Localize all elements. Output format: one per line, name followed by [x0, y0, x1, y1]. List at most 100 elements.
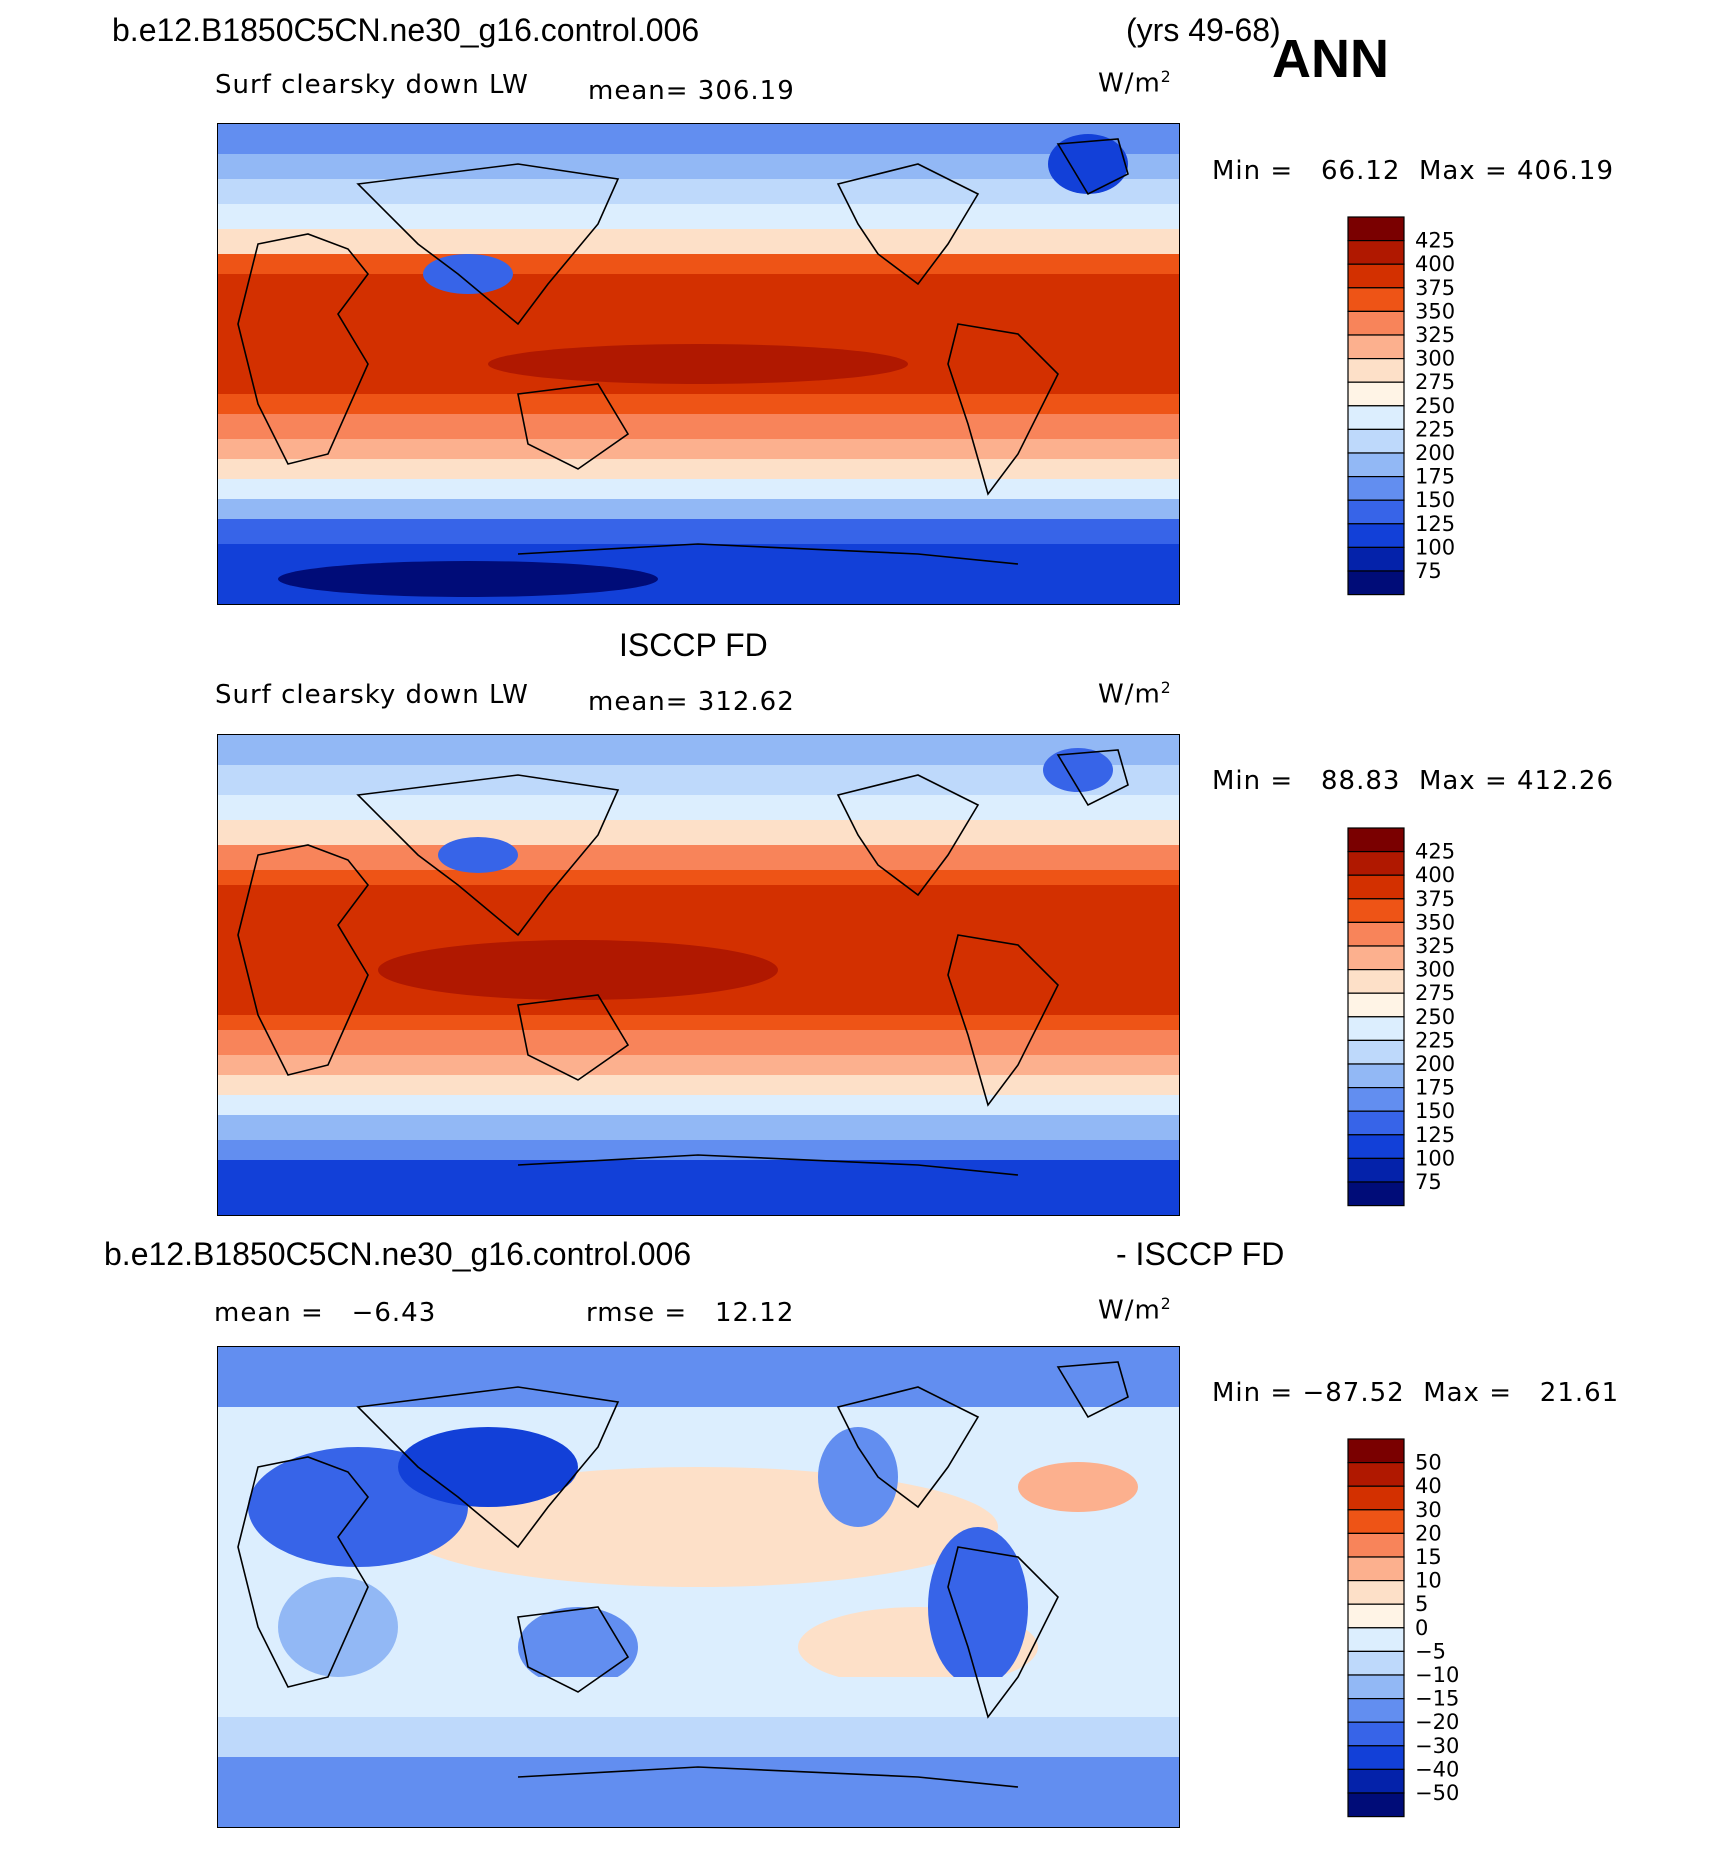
panel1-colorbar-label: 100 — [1415, 535, 1455, 559]
panel3-mean: mean = −6.43 — [214, 1298, 437, 1328]
panel3-colorbar-swatch — [1347, 1792, 1405, 1818]
panel1-colorbar-label: 250 — [1415, 394, 1455, 418]
panel1-colorbar-swatch — [1347, 240, 1405, 265]
panel1-colorbar-swatch — [1347, 523, 1405, 548]
panel3-colorbar-label: 15 — [1415, 1545, 1442, 1569]
panel2-colorbar-label: 325 — [1415, 934, 1455, 958]
panel1-variable-label: Surf clearsky down LW — [215, 70, 529, 100]
season-label: ANN — [1272, 29, 1389, 89]
panel2-units: W/m2 — [1098, 679, 1172, 710]
panel1-colorbar-label: 400 — [1415, 252, 1455, 276]
panel1-minmax: Min = 66.12 Max = 406.19 — [1212, 156, 1614, 186]
panel1-colorbar-label: 325 — [1415, 323, 1455, 347]
panel1-colorbar-swatch — [1347, 381, 1405, 407]
panel3-map-svg — [218, 1347, 1179, 1827]
panel1-colorbar-label: 375 — [1415, 276, 1455, 300]
panel1-colorbar-label: 150 — [1415, 488, 1455, 512]
years-header: (yrs 49-68) — [1126, 12, 1281, 48]
panel2-colorbar-label: 150 — [1415, 1099, 1455, 1123]
panel2-colorbar-label: 425 — [1415, 840, 1455, 864]
panel2-colorbar-swatch — [1347, 827, 1405, 853]
panel3-colorbar-swatch — [1347, 1745, 1405, 1770]
panel2-colorbar-label: 125 — [1415, 1123, 1455, 1147]
panel3-map — [217, 1346, 1180, 1828]
panel3-colorbar-swatch — [1347, 1532, 1405, 1558]
panel3-colorbar-label: −50 — [1415, 1781, 1459, 1805]
panel3-colorbar-label: 30 — [1415, 1498, 1442, 1522]
panel2-colorbar-swatch — [1347, 1039, 1405, 1065]
panel1-colorbar-swatch — [1347, 428, 1405, 454]
panel1-colorbar-swatch — [1347, 570, 1405, 596]
panel1-units: W/m2 — [1098, 68, 1172, 99]
panel3-title-left: b.e12.B1850C5CN.ne30_g16.control.006 — [104, 1236, 692, 1272]
panel2-colorbar: 425 400 375 350 325 300 275 250 225 200 175 150 125 1… — [1347, 827, 1487, 1214]
panel3-colorbar-label: 10 — [1415, 1569, 1442, 1593]
panel2-mean: mean= 312.62 — [588, 687, 795, 717]
panel1-colorbar-swatch — [1347, 216, 1405, 242]
panel1-colorbar-swatch — [1347, 499, 1405, 525]
panel3-colorbar-swatch — [1347, 1603, 1405, 1629]
panel2-colorbar-swatch — [1347, 921, 1405, 947]
panel3-colorbar-swatch — [1347, 1721, 1405, 1747]
panel2-colorbar-swatch — [1347, 1063, 1405, 1089]
panel1-colorbar-swatch — [1347, 358, 1405, 383]
panel1-colorbar-label: 275 — [1415, 370, 1455, 394]
panel3-colorbar-label: 40 — [1415, 1474, 1442, 1498]
panel1-colorbar-swatch — [1347, 334, 1405, 360]
panel2-colorbar-swatch — [1347, 1087, 1405, 1112]
panel2-colorbar-label: 175 — [1415, 1076, 1455, 1100]
panel1-mean: mean= 306.19 — [588, 76, 795, 106]
panel1-colorbar-swatch — [1347, 476, 1405, 501]
panel3-units: W/m2 — [1098, 1295, 1172, 1326]
panel3-colorbar-label: 0 — [1415, 1616, 1428, 1640]
panel1-colorbar-swatch — [1347, 546, 1405, 572]
panel3-colorbar-label: −5 — [1415, 1639, 1446, 1663]
panel3-colorbar-label: 50 — [1415, 1451, 1442, 1475]
panel2-colorbar-swatch — [1347, 969, 1405, 994]
panel2-colorbar-swatch — [1347, 1181, 1405, 1207]
panel3-colorbar-swatch — [1347, 1485, 1405, 1511]
panel2-map-svg — [218, 735, 1179, 1215]
panel2-colorbar-label: 350 — [1415, 910, 1455, 934]
panel2-title: ISCCP FD — [619, 627, 768, 663]
panel2-colorbar-svg: 4254003753503253002752502252001751501251… — [1347, 827, 1455, 1207]
panel2-colorbar-label: 225 — [1415, 1028, 1455, 1052]
panel2-colorbar-label: 300 — [1415, 958, 1455, 982]
panel2-map — [217, 734, 1180, 1216]
panel1-colorbar-label: 225 — [1415, 417, 1455, 441]
panel1-colorbar-label: 300 — [1415, 347, 1455, 371]
panel3-colorbar-label: 5 — [1415, 1592, 1428, 1616]
panel3-rmse: rmse = 12.12 — [586, 1298, 795, 1328]
panel3-colorbar-label: −30 — [1415, 1734, 1459, 1758]
panel1-map-svg — [218, 124, 1179, 604]
panel1-colorbar-swatch — [1347, 452, 1405, 478]
panel3-colorbar: 50 40 30 20 15 10 5 0 −5 −10 −15 −20 −30 −40 −50 — [1347, 1438, 1487, 1825]
panel2-colorbar-label: 250 — [1415, 1005, 1455, 1029]
panel3-colorbar-swatch — [1347, 1509, 1405, 1535]
panel3-colorbar-label: −10 — [1415, 1663, 1459, 1687]
panel2-colorbar-swatch — [1347, 1110, 1405, 1136]
panel3-colorbar-swatch — [1347, 1438, 1405, 1464]
panel3-colorbar-swatch — [1347, 1556, 1405, 1582]
panel2-variable-label: Surf clearsky down LW — [215, 680, 529, 710]
panel2-minmax: Min = 88.83 Max = 412.26 — [1212, 766, 1614, 796]
panel1-colorbar-label: 425 — [1415, 229, 1455, 253]
panel1-colorbar-label: 350 — [1415, 299, 1455, 323]
panel1-colorbar-swatch — [1347, 310, 1405, 336]
panel3-colorbar-swatch — [1347, 1627, 1405, 1653]
panel1-colorbar-swatch — [1347, 287, 1405, 313]
panel1-colorbar-swatch — [1347, 405, 1405, 431]
panel1-colorbar-label: 75 — [1415, 559, 1442, 583]
panel1-colorbar: 425 400 375 350 325 300 275 250 225 200 175 150 125 1… — [1347, 216, 1487, 603]
panel1-colorbar-label: 175 — [1415, 465, 1455, 489]
panel2-colorbar-label: 375 — [1415, 887, 1455, 911]
panel3-colorbar-label: −40 — [1415, 1757, 1459, 1781]
panel3-colorbar-swatch — [1347, 1698, 1405, 1723]
panel3-colorbar-label: −15 — [1415, 1687, 1459, 1711]
panel2-colorbar-label: 200 — [1415, 1052, 1455, 1076]
panel2-colorbar-swatch — [1347, 1016, 1405, 1042]
panel2-colorbar-swatch — [1347, 992, 1405, 1018]
panel3-colorbar-label: −20 — [1415, 1710, 1459, 1734]
panel3-colorbar-swatch — [1347, 1462, 1405, 1487]
